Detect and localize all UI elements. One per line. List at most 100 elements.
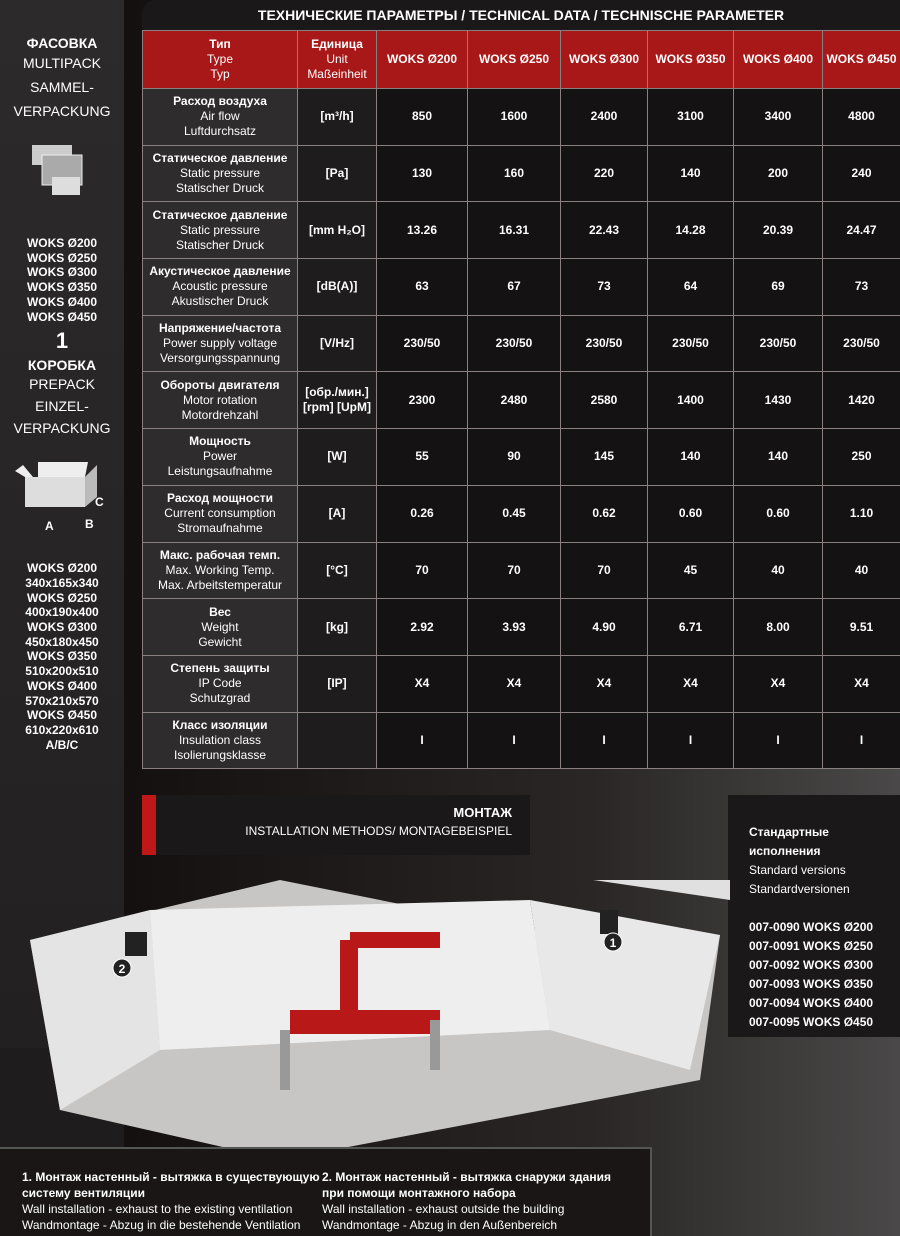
value-cell: I [560, 711, 648, 770]
table-row: Расход мощности Current consumption Stroma… [142, 484, 900, 543]
multipack-quantity: 1 [55, 328, 69, 354]
value-cell: I [822, 711, 900, 770]
prepack-en: PREPACK [29, 376, 95, 393]
value-cell: 1400 [647, 371, 734, 430]
parameter-cell: Расход воздуха Air flow Luftdurchsatz [142, 88, 298, 146]
value-cell: 1600 [467, 88, 561, 146]
unit-cell: [обр./мин.] [rpm] [UpM] [297, 371, 377, 430]
multipack-en: MULTIPACK [22, 55, 102, 71]
value-cell: 1430 [733, 371, 823, 430]
header-model: WOKS Ø250 [467, 30, 561, 89]
parameter-cell: Акустическое давление Acoustic pressure Ak… [142, 258, 298, 316]
box-dimension: WOKS Ø350 [26, 649, 98, 664]
value-cell: 3100 [647, 88, 734, 146]
table-row: Мощность Power Leistungsaufnahme [W] 55 90 145… [142, 428, 900, 486]
marker-1-label: 1 [610, 936, 617, 950]
installation-illustration: 2 1 [30, 880, 730, 1160]
value-cell: I [733, 711, 823, 770]
value-cell: 45 [647, 541, 734, 600]
value-cell: X4 [822, 654, 900, 713]
fan-2-icon [125, 932, 147, 956]
multipack-de2: VERPACKUNG [13, 103, 111, 119]
table-row: Расход воздуха Air flow Luftdurchsatz [m³/h… [142, 88, 900, 146]
table-row: Класс изоляции Insulation class Isolierung… [142, 711, 900, 770]
header-model: WOKS Ø300 [560, 30, 648, 89]
value-cell: 1420 [822, 371, 900, 430]
installation-captions: 1. Монтаж настенный - вытяжка в существу… [0, 1147, 652, 1236]
value-cell: 130 [376, 144, 468, 203]
value-cell: 230/50 [647, 314, 734, 373]
multipack-boxes-icon [32, 145, 83, 195]
value-cell: 64 [647, 258, 734, 316]
unit-cell: [Pa] [297, 144, 377, 203]
parameter-cell: Напряжение/частота Power supply voltage Ve… [142, 314, 298, 373]
value-cell: 230/50 [467, 314, 561, 373]
unit-cell: [IP] [297, 654, 377, 713]
box-dimension: WOKS Ø400 [26, 678, 98, 693]
value-cell: 0.26 [376, 484, 468, 543]
multipack-de1: SAMMEL- [30, 79, 94, 95]
value-cell: 0.60 [647, 484, 734, 543]
value-cell: 850 [376, 88, 468, 146]
header-type: Тип Type Typ [142, 30, 298, 89]
value-cell: I [467, 711, 561, 770]
value-cell: 200 [733, 144, 823, 203]
unit-cell: [m³/h] [297, 88, 377, 146]
value-cell: 2300 [376, 371, 468, 430]
value-cell: 230/50 [376, 314, 468, 373]
box-dimension: WOKS Ø300 [26, 620, 98, 635]
packaging-sidebar: ФАСОВКА MULTIPACK SAMMEL- VERPACKUNG WOK… [0, 0, 124, 1048]
caption-2: 2. Монтаж настенный - вытяжка снаружи зд… [322, 1170, 611, 1232]
value-cell: 40 [733, 541, 823, 600]
table-row: Напряжение/частота Power supply voltage Ve… [142, 314, 900, 373]
value-cell: 2580 [560, 371, 648, 430]
box-dimension: WOKS Ø200 [26, 561, 98, 576]
value-cell: 4800 [822, 88, 900, 146]
value-cell: 140 [647, 144, 734, 203]
value-cell: 6.71 [647, 598, 734, 656]
table-row: Акустическое давление Acoustic pressure Ak… [142, 258, 900, 316]
multipack-model: WOKS Ø200 [26, 236, 98, 250]
box-dimension: 570x210x570 [25, 693, 99, 708]
value-cell: 230/50 [733, 314, 823, 373]
prepack-de2: VERPACKUNG [13, 420, 111, 437]
table-row: Степень защиты IP Code Schutzgrad [IP] X4 X4 X… [142, 654, 900, 713]
value-cell: 90 [467, 428, 561, 486]
standard-version-item: 007-0095 WOKS Ø450 [749, 1015, 874, 1029]
value-cell: 140 [733, 428, 823, 486]
box-dimension: WOKS Ø450 [26, 708, 98, 723]
value-cell: X4 [647, 654, 734, 713]
value-cell: 20.39 [733, 201, 823, 260]
value-cell: 70 [376, 541, 468, 600]
table-row: Статическое давление Static pressure Stati… [142, 201, 900, 260]
standard-version-item: 007-0094 WOKS Ø400 [749, 996, 874, 1010]
box-dimension: WOKS Ø250 [26, 590, 98, 605]
marker-2 [112, 958, 132, 978]
technical-data-table: ТЕХНИЧЕСКИЕ ПАРАМЕТРЫ / TECHNICAL DATA /… [142, 0, 900, 770]
standard-title: Стандартные исполнения [749, 825, 829, 858]
standard-version-item: 007-0090 WOKS Ø200 [749, 920, 874, 934]
caption-1: 1. Монтаж настенный - вытяжка в существу… [22, 1170, 320, 1232]
standard-version-item: 007-0091 WOKS Ø250 [749, 939, 874, 953]
prepack-box-icon: A B C [0, 457, 124, 547]
parameter-cell: Расход мощности Current consumption Stroma… [142, 484, 298, 543]
value-cell: 160 [467, 144, 561, 203]
unit-cell: [V/Hz] [297, 314, 377, 373]
value-cell: 69 [733, 258, 823, 316]
value-cell: 2480 [467, 371, 561, 430]
unit-cell [297, 711, 377, 770]
prepack-title: КОРОБКА [27, 357, 97, 374]
header-model: WOKS Ø200 [376, 30, 468, 89]
unit-cell: [W] [297, 428, 377, 486]
value-cell: 220 [560, 144, 648, 203]
box-label-b: B [85, 517, 94, 532]
multipack-model: WOKS Ø350 [26, 280, 98, 295]
value-cell: 63 [376, 258, 468, 316]
standard-version-item: 007-0092 WOKS Ø300 [749, 958, 874, 972]
box-dimension: 400x190x400 [25, 605, 99, 620]
standard-version-item: 007-0093 WOKS Ø350 [749, 977, 874, 991]
duct-pipe [593, 880, 730, 900]
value-cell: 73 [560, 258, 648, 316]
parameter-cell: Мощность Power Leistungsaufnahme [142, 428, 298, 486]
value-cell: 2400 [560, 88, 648, 146]
